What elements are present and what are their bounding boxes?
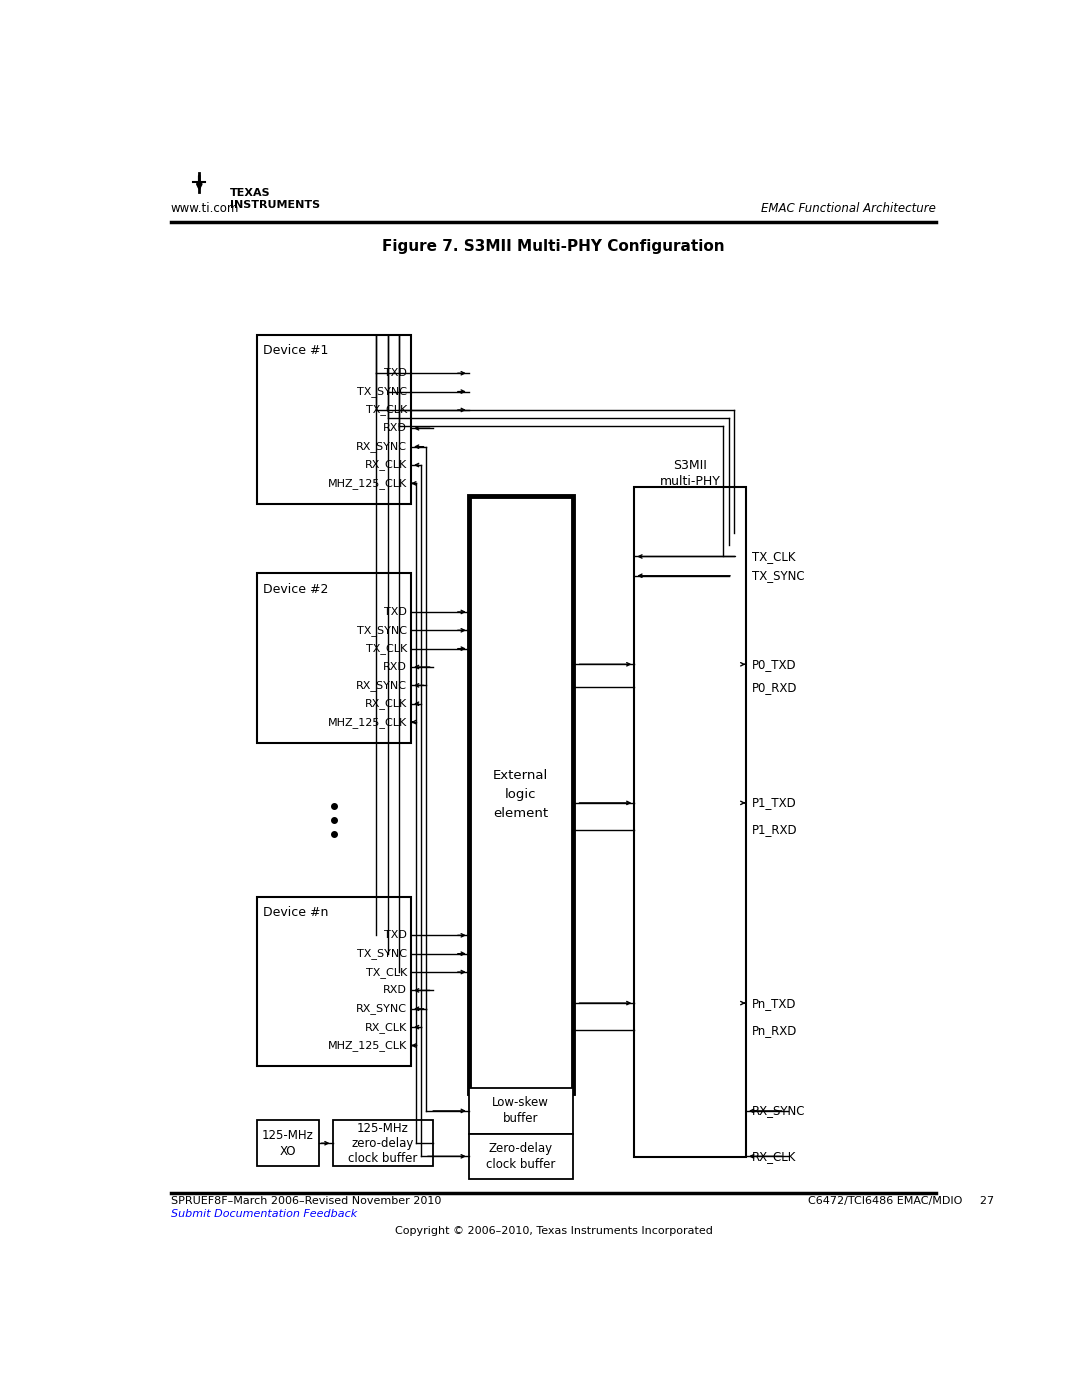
Text: MHZ_125_CLK: MHZ_125_CLK (328, 478, 407, 489)
Text: Pn_RXD: Pn_RXD (752, 1024, 797, 1037)
Text: RX_CLK: RX_CLK (365, 1021, 407, 1032)
Text: EMAC Functional Architecture: EMAC Functional Architecture (761, 201, 936, 215)
Text: RX_SYNC: RX_SYNC (752, 1105, 806, 1118)
Text: RX_SYNC: RX_SYNC (356, 441, 407, 453)
Text: 125-MHz
XO: 125-MHz XO (262, 1129, 314, 1158)
Text: C6472/TCI6486 EMAC/MDIO     27: C6472/TCI6486 EMAC/MDIO 27 (808, 1196, 994, 1206)
Text: RX_CLK: RX_CLK (365, 698, 407, 710)
Text: RXD: RXD (383, 662, 407, 672)
Text: Device #2: Device #2 (264, 583, 328, 595)
Text: TX_SYNC: TX_SYNC (357, 624, 407, 636)
Text: Submit Documentation Feedback: Submit Documentation Feedback (171, 1210, 357, 1220)
Text: RXD: RXD (383, 985, 407, 996)
Text: MHZ_125_CLK: MHZ_125_CLK (328, 717, 407, 728)
Text: TXD: TXD (384, 606, 407, 617)
Text: RXD: RXD (383, 423, 407, 433)
Text: P1_RXD: P1_RXD (752, 823, 798, 837)
Text: P0_TXD: P0_TXD (752, 658, 797, 671)
Text: MHZ_125_CLK: MHZ_125_CLK (328, 1039, 407, 1051)
Text: www.ti.com: www.ti.com (171, 201, 239, 215)
Text: Zero-delay
clock buffer: Zero-delay clock buffer (486, 1141, 555, 1171)
Text: RX_CLK: RX_CLK (365, 460, 407, 471)
Text: TXD: TXD (384, 930, 407, 940)
Text: TX_SYNC: TX_SYNC (357, 386, 407, 397)
Text: S3MII
multi-PHY: S3MII multi-PHY (660, 458, 720, 488)
Text: Figure 7. S3MII Multi-PHY Configuration: Figure 7. S3MII Multi-PHY Configuration (382, 239, 725, 254)
Text: Pn_TXD: Pn_TXD (752, 996, 797, 1010)
Bar (634, 488, 746, 1157)
Text: TX_CLK: TX_CLK (752, 550, 796, 563)
Text: RX_CLK: RX_CLK (752, 1150, 797, 1162)
Text: Low-skew
buffer: Low-skew buffer (492, 1097, 550, 1126)
Text: TX_SYNC: TX_SYNC (752, 569, 805, 583)
Bar (333, 1120, 433, 1166)
Bar (257, 573, 411, 743)
Text: TX_CLK: TX_CLK (366, 967, 407, 978)
Text: TX_SYNC: TX_SYNC (357, 949, 407, 960)
Bar (257, 1120, 319, 1166)
Bar (469, 1134, 572, 1179)
Text: TX_CLK: TX_CLK (366, 405, 407, 415)
Bar (469, 1088, 572, 1134)
Text: P0_RXD: P0_RXD (752, 680, 798, 694)
Text: P1_TXD: P1_TXD (752, 796, 797, 809)
Bar (257, 897, 411, 1066)
Bar (469, 496, 572, 1094)
Text: Device #n: Device #n (264, 907, 328, 919)
Text: TEXAS
INSTRUMENTS: TEXAS INSTRUMENTS (230, 189, 321, 210)
Text: Device #1: Device #1 (264, 344, 328, 358)
Text: TX_CLK: TX_CLK (366, 643, 407, 654)
Bar (257, 335, 411, 504)
Text: RX_SYNC: RX_SYNC (356, 1003, 407, 1014)
Text: External
logic
element: External logic element (494, 770, 549, 820)
Text: Copyright © 2006–2010, Texas Instruments Incorporated: Copyright © 2006–2010, Texas Instruments… (394, 1227, 713, 1236)
Text: TXD: TXD (384, 369, 407, 379)
Text: 125-MHz
zero-delay
clock buffer: 125-MHz zero-delay clock buffer (348, 1122, 417, 1165)
Text: RX_SYNC: RX_SYNC (356, 680, 407, 692)
Text: SPRUEF8F–March 2006–Revised November 2010: SPRUEF8F–March 2006–Revised November 201… (171, 1196, 442, 1206)
